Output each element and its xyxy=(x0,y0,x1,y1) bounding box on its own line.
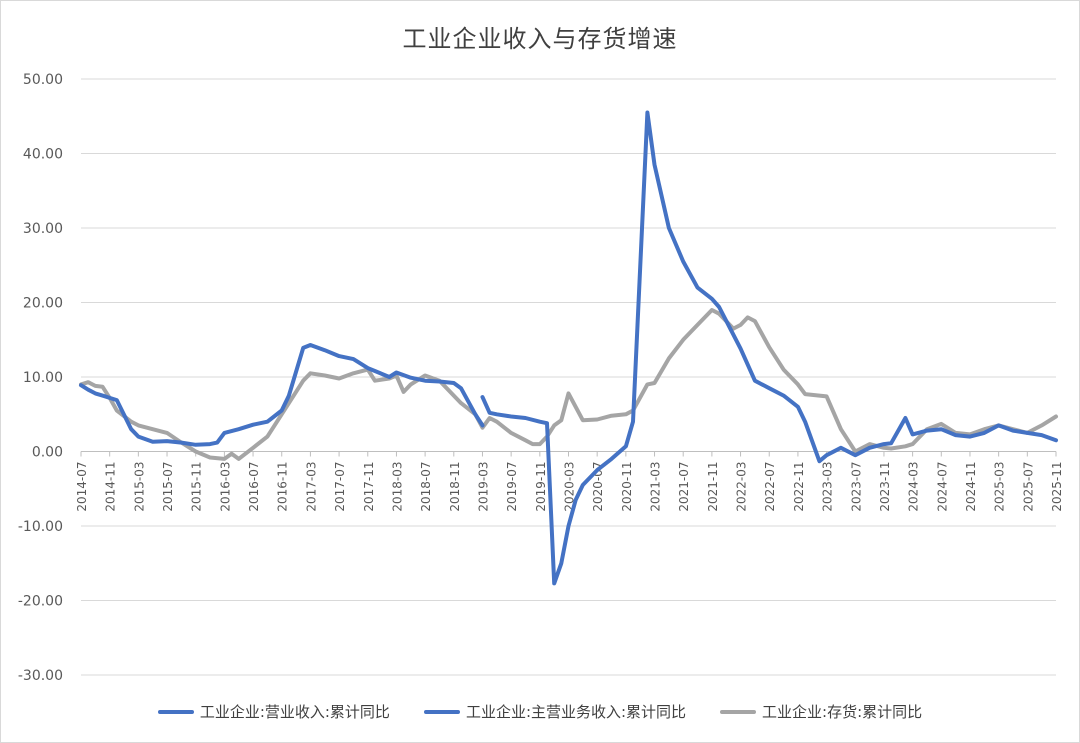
x-tick-label: 2021-11 xyxy=(706,462,720,512)
x-tick-label: 2015-07 xyxy=(161,462,175,512)
x-tick-label: 2022-03 xyxy=(735,462,749,512)
x-tick-label: 2016-03 xyxy=(218,462,232,512)
x-tick-label: 2015-11 xyxy=(190,462,204,512)
x-tick-label: 2018-07 xyxy=(419,462,433,512)
x-tick-label: 2025-11 xyxy=(1050,462,1064,512)
x-tick-label: 2019-11 xyxy=(534,462,548,512)
x-tick-label: 2021-07 xyxy=(677,462,691,512)
x-tick-label: 2014-07 xyxy=(75,462,89,512)
x-tick-label: 2022-07 xyxy=(763,462,777,512)
x-tick-label: 2014-11 xyxy=(104,462,118,512)
x-tick-label: 2023-07 xyxy=(849,462,863,512)
legend-swatch xyxy=(720,709,757,714)
x-tick-label: 2017-07 xyxy=(333,462,347,512)
x-tick-label: 2018-03 xyxy=(390,462,404,512)
y-tick-label: 20.00 xyxy=(23,296,63,312)
x-tick-label: 2020-11 xyxy=(620,462,634,512)
legend-item: 工业企业:存货:累计同比 xyxy=(720,701,922,722)
x-tick-label: 2024-07 xyxy=(935,462,949,512)
series-line-1 xyxy=(480,110,1058,586)
x-tick-label: 2020-03 xyxy=(563,462,577,512)
chart-legend: 工业企业:营业收入:累计同比 工业企业:主营业务收入:累计同比 工业企业:存货:累计… xyxy=(1,701,1079,722)
y-tick-label: -30.00 xyxy=(18,668,63,684)
x-tick-label: 2016-11 xyxy=(276,462,290,512)
legend-item: 工业企业:主营业务收入:累计同比 xyxy=(423,701,687,722)
y-tick-label: 40.00 xyxy=(23,147,63,163)
y-tick-label: -20.00 xyxy=(18,594,63,610)
x-tick-label: 2023-03 xyxy=(821,462,835,512)
legend-swatch xyxy=(423,709,460,714)
legend-label: 工业企业:主营业务收入:累计同比 xyxy=(465,703,687,721)
y-tick-label: 50.00 xyxy=(23,72,63,88)
x-tick-label: 2022-11 xyxy=(792,462,806,512)
x-tick-label: 2017-03 xyxy=(304,462,318,512)
y-tick-label: 0.00 xyxy=(32,445,63,461)
y-tick-label: -10.00 xyxy=(18,519,63,535)
x-tick-label: 2018-11 xyxy=(448,462,462,512)
x-tick-label: 2024-11 xyxy=(964,462,978,512)
y-tick-label: 10.00 xyxy=(23,370,63,386)
x-tick-label: 2025-07 xyxy=(1021,462,1035,512)
x-tick-label: 2025-03 xyxy=(993,461,1007,511)
chart-title: 工业企业收入与存货增速 xyxy=(402,25,678,53)
series-line-0 xyxy=(79,343,485,447)
legend-label: 工业企业:存货:累计同比 xyxy=(762,703,923,721)
x-tick-label: 2023-11 xyxy=(878,462,892,512)
x-tick-label: 2021-03 xyxy=(649,462,663,512)
series-line-2 xyxy=(79,308,1058,461)
x-tick-label: 2017-11 xyxy=(362,462,376,512)
x-tick-label: 2024-03 xyxy=(907,462,921,512)
legend-swatch xyxy=(157,709,194,714)
legend-label: 工业企业:营业收入:累计同比 xyxy=(199,703,390,721)
x-tick-label: 2015-03 xyxy=(132,462,146,512)
y-tick-label: 30.00 xyxy=(23,221,63,237)
x-tick-label: 2019-07 xyxy=(505,462,519,512)
legend-item: 工业企业:营业收入:累计同比 xyxy=(157,701,390,722)
x-tick-label: 2019-03 xyxy=(476,462,490,512)
x-tick-label: 2016-07 xyxy=(247,462,261,512)
